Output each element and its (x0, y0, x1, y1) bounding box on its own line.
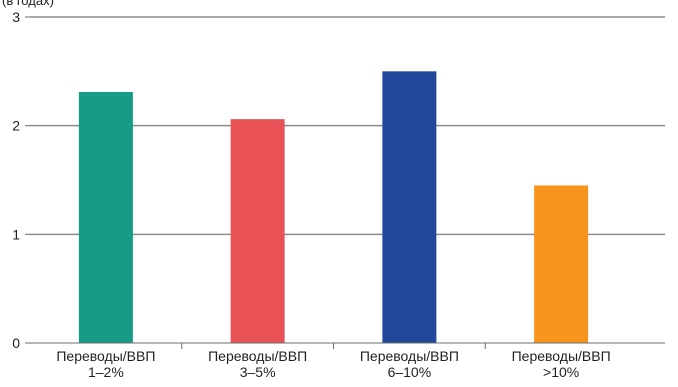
y-tick-label: 3 (12, 9, 20, 25)
category-label-line: Переводы/ВВП (208, 348, 307, 364)
category-label-2: Переводы/ВВП 3–5% (208, 348, 307, 380)
y-axis-label: (в годах) (2, 0, 54, 8)
y-tick-label: 2 (12, 118, 20, 134)
category-label-line: Переводы/ВВП (360, 348, 459, 364)
category-label-4: Переводы/ВВП >10% (512, 348, 611, 380)
bar-2 (230, 119, 285, 343)
category-label-line: 3–5% (240, 364, 276, 380)
category-label-3: Переводы/ВВП 6–10% (360, 348, 459, 380)
category-label-line: 1–2% (88, 364, 124, 380)
category-label-line: 6–10% (388, 364, 432, 380)
bar-1 (78, 91, 133, 343)
category-label-1: Переводы/ВВП 1–2% (56, 348, 155, 380)
y-tick-label: 0 (12, 335, 20, 351)
category-label-line: >10% (543, 364, 579, 380)
bar-3 (382, 71, 437, 343)
category-label-line: Переводы/ВВП (56, 348, 155, 364)
category-label-line: Переводы/ВВП (512, 348, 611, 364)
bar-4 (534, 185, 589, 343)
y-tick-label: 1 (12, 226, 20, 242)
